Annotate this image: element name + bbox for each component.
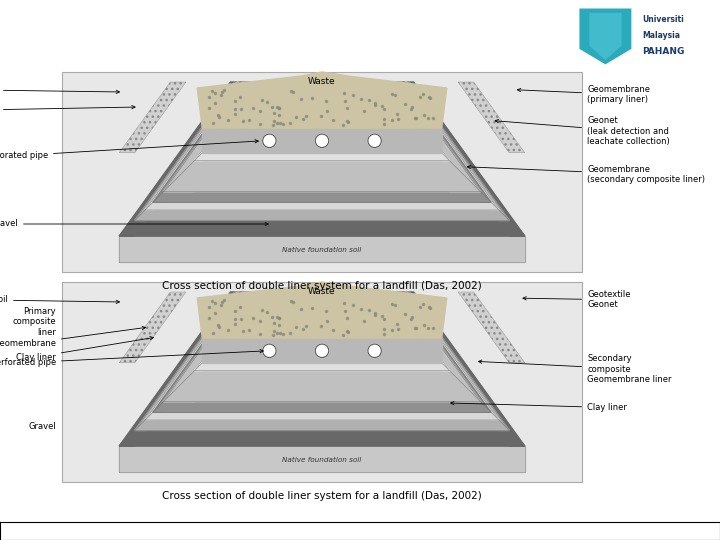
Text: Malaysia: Malaysia — [642, 31, 680, 40]
Polygon shape — [120, 236, 525, 262]
Polygon shape — [458, 292, 525, 363]
Polygon shape — [194, 153, 449, 160]
Text: Perforated pipe: Perforated pipe — [0, 139, 258, 160]
Text: Clay liner: Clay liner — [0, 105, 135, 114]
Polygon shape — [194, 363, 449, 370]
Text: Secondary
composite
Geomembrane liner: Secondary composite Geomembrane liner — [479, 354, 672, 384]
Polygon shape — [153, 82, 251, 202]
Polygon shape — [394, 82, 491, 202]
Text: Native foundation soil: Native foundation soil — [282, 247, 361, 253]
Bar — [62, 282, 582, 482]
Text: Filter soil: Filter soil — [0, 295, 120, 305]
Polygon shape — [145, 202, 499, 210]
Polygon shape — [394, 292, 491, 412]
Polygon shape — [120, 82, 186, 153]
Polygon shape — [120, 220, 525, 236]
Polygon shape — [384, 292, 449, 370]
Polygon shape — [194, 292, 259, 370]
Text: Geonet
(leak detection and
leachate collection): Geonet (leak detection and leachate coll… — [495, 117, 670, 146]
Bar — [62, 72, 582, 272]
Polygon shape — [399, 82, 499, 210]
Text: Geotextile
Geonet: Geotextile Geonet — [523, 290, 631, 309]
Text: Geomembrane: Geomembrane — [0, 326, 145, 348]
Text: © ⓟ ⓢ ⓐ: © ⓟ ⓢ ⓐ — [5, 525, 34, 535]
Polygon shape — [135, 82, 245, 220]
Polygon shape — [153, 292, 251, 412]
Polygon shape — [202, 129, 441, 153]
Polygon shape — [145, 82, 246, 210]
Polygon shape — [153, 402, 491, 412]
Polygon shape — [370, 82, 481, 192]
Polygon shape — [135, 292, 245, 430]
Polygon shape — [399, 292, 499, 420]
Text: Geomembrane
(secondary composite liner): Geomembrane (secondary composite liner) — [467, 165, 705, 184]
Polygon shape — [120, 292, 186, 363]
Polygon shape — [163, 160, 481, 192]
Circle shape — [315, 344, 329, 357]
Text: PAHANG: PAHANG — [642, 47, 685, 56]
Polygon shape — [163, 292, 274, 402]
Text: Clay liner: Clay liner — [16, 336, 153, 361]
Text: Waste: Waste — [308, 287, 336, 295]
Polygon shape — [194, 82, 259, 160]
Polygon shape — [197, 72, 447, 129]
Polygon shape — [163, 370, 481, 402]
Circle shape — [368, 134, 382, 147]
Text: Communicating Technology: Communicating Technology — [547, 526, 672, 536]
Text: Primary
composite
liner: Primary composite liner — [12, 307, 56, 337]
Polygon shape — [120, 430, 525, 446]
Bar — [500, 522, 720, 540]
Polygon shape — [384, 82, 449, 160]
Text: Geomembrane
(primary liner): Geomembrane (primary liner) — [518, 85, 650, 104]
Polygon shape — [120, 292, 246, 446]
Polygon shape — [120, 82, 246, 236]
Polygon shape — [202, 339, 441, 363]
Text: Filter soil: Filter soil — [0, 85, 120, 94]
Polygon shape — [120, 446, 525, 472]
Polygon shape — [197, 282, 447, 339]
Polygon shape — [458, 82, 525, 153]
Text: Clay liner: Clay liner — [451, 401, 627, 412]
Polygon shape — [145, 412, 499, 420]
Polygon shape — [135, 210, 509, 220]
Text: Environmental Geotechnics by Dr. Amizatulhani Abdullah: Environmental Geotechnics by Dr. Amizatu… — [35, 525, 294, 535]
Polygon shape — [135, 420, 509, 430]
Text: Native foundation soil: Native foundation soil — [282, 457, 361, 463]
Polygon shape — [153, 192, 491, 202]
Text: Universiti: Universiti — [642, 15, 684, 24]
PathPatch shape — [580, 9, 631, 64]
Polygon shape — [399, 292, 509, 430]
Text: Waste: Waste — [308, 77, 336, 85]
Text: Cross section of double liner system for a landfill (Das, 2002): Cross section of double liner system for… — [162, 491, 482, 501]
Polygon shape — [145, 292, 246, 420]
Text: Perforated pipe: Perforated pipe — [0, 349, 264, 367]
Polygon shape — [399, 82, 509, 220]
Polygon shape — [398, 292, 525, 446]
Polygon shape — [163, 82, 274, 192]
PathPatch shape — [589, 13, 621, 60]
Circle shape — [263, 134, 276, 147]
Circle shape — [315, 134, 329, 147]
Circle shape — [263, 344, 276, 357]
Polygon shape — [398, 82, 525, 236]
Text: Gravel: Gravel — [28, 422, 56, 431]
Text: Gravel: Gravel — [0, 219, 269, 228]
Polygon shape — [370, 292, 481, 402]
Text: Cross section of double liner system for a landfill (Das, 2002): Cross section of double liner system for… — [162, 281, 482, 291]
Circle shape — [368, 344, 382, 357]
